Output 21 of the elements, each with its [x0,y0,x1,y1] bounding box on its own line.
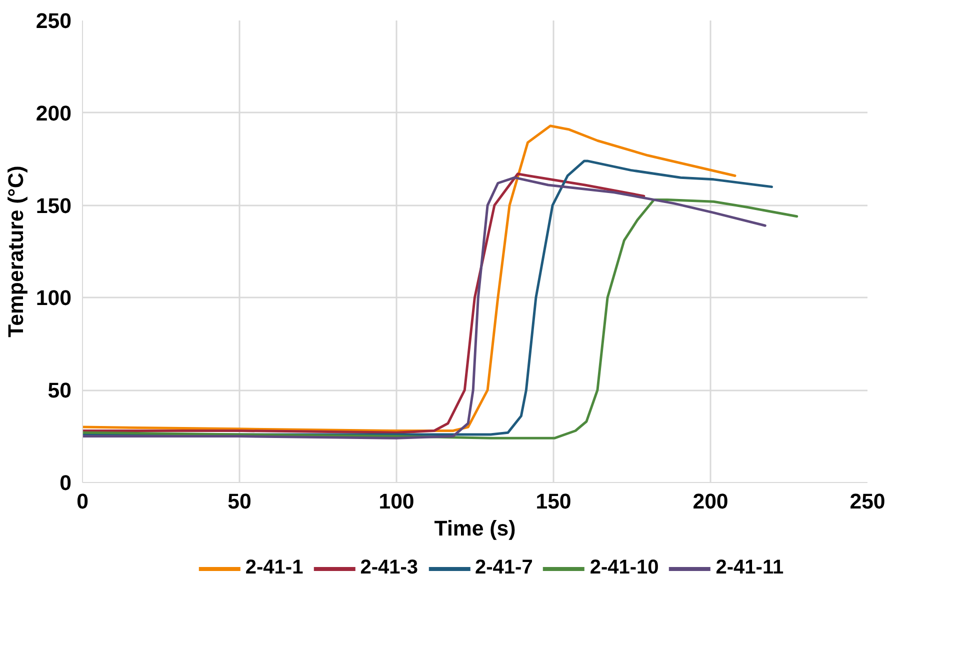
line-series [82,124,736,432]
x-tick-label: 0 [76,490,88,514]
legend-label: 2-41-10 [590,556,659,580]
y-tick-label: 250 [36,9,72,33]
x-axis-title: Time (s) [434,516,516,540]
y-tick-label: 100 [36,286,72,310]
x-tick-label: 150 [536,490,572,514]
legend-label: 2-41-7 [475,556,533,580]
y-axis-title: Temperature (°C) [4,166,28,338]
y-tick-label: 0 [60,471,72,495]
y-tick-label: 150 [36,194,72,218]
legend-label: 2-41-3 [360,556,418,580]
x-tick-label: 200 [692,490,728,514]
x-tick-label: 100 [378,490,414,514]
x-tick-label: 250 [850,490,886,514]
legend-label: 2-41-1 [245,556,304,580]
line-series [82,172,646,434]
y-tick-label: 50 [48,378,72,403]
x-tick-label: 50 [228,490,252,514]
legend-label: 2-41-11 [716,556,784,580]
y-tick-label: 200 [36,101,72,126]
